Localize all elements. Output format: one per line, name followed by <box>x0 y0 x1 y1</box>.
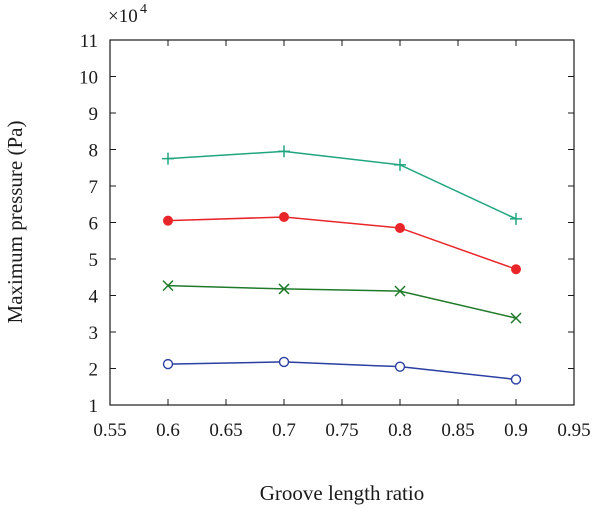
series-line <box>167 216 517 270</box>
x-axis: 0.55 0.6 0.65 0.7 0.75 0.8 0.85 0.9 0.95 <box>93 40 591 441</box>
x-tick-label: 0.9 <box>504 420 528 441</box>
y-axis-title: Maximum pressure (Pa) <box>3 121 27 324</box>
y-tick-label: 3 <box>89 323 99 344</box>
x-axis-title: Groove length ratio <box>260 481 424 505</box>
data-point-dot <box>511 264 521 275</box>
x-tick-label: 0.85 <box>441 420 474 441</box>
data-point-dot <box>163 215 173 226</box>
y-tick-label: 7 <box>89 177 99 198</box>
data-point-plus <box>510 212 522 225</box>
y-tick-label: 1 <box>89 396 99 417</box>
y-tick-label: 4 <box>89 287 99 308</box>
y-tick-label: 6 <box>89 214 99 235</box>
y-multiplier-base: ×10 <box>108 6 138 27</box>
series-layer <box>162 145 522 385</box>
x-tick-label: 0.75 <box>325 420 358 441</box>
series-1 <box>162 145 522 225</box>
x-tick-label: 0.7 <box>272 420 296 441</box>
y-axis: 1 2 3 4 5 6 7 8 9 10 11 <box>79 31 574 417</box>
data-point-x <box>510 312 522 324</box>
series-line <box>167 150 517 220</box>
data-point-x <box>162 280 174 292</box>
series-4 <box>162 356 522 385</box>
y-tick-label: 8 <box>89 141 99 162</box>
x-tick-label: 0.8 <box>388 420 412 441</box>
y-tick-label: 9 <box>89 104 99 125</box>
data-point-circle <box>162 358 174 370</box>
data-point-circle <box>394 361 406 372</box>
series-line <box>167 361 517 381</box>
data-point-circle <box>510 374 522 385</box>
data-point-plus <box>162 152 174 165</box>
series-line <box>167 284 517 319</box>
y-multiplier-exponent: 4 <box>140 2 147 17</box>
y-tick-label: 10 <box>79 68 98 89</box>
y-tick-label: 11 <box>80 31 98 52</box>
data-point-dot <box>279 212 289 223</box>
series-3 <box>162 280 522 324</box>
y-tick-label: 5 <box>89 250 99 271</box>
data-point-x <box>394 285 406 297</box>
series-2 <box>163 212 521 275</box>
data-point-dot <box>395 222 405 233</box>
x-tick-label: 0.95 <box>557 420 590 441</box>
y-tick-label: 2 <box>89 360 99 381</box>
data-point-plus <box>278 145 290 158</box>
data-point-plus <box>394 158 406 171</box>
data-point-x <box>278 283 290 295</box>
x-tick-label: 0.6 <box>156 420 180 441</box>
data-point-circle <box>278 356 290 368</box>
x-tick-label: 0.55 <box>93 420 126 441</box>
x-tick-label: 0.65 <box>209 420 242 441</box>
